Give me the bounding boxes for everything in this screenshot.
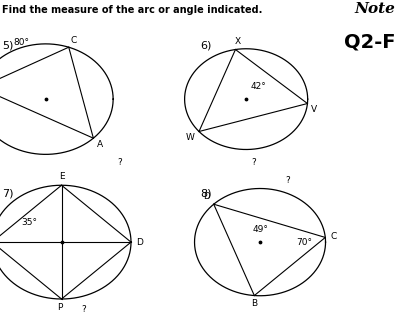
Text: 42°: 42° <box>250 82 266 91</box>
Text: B: B <box>251 299 257 308</box>
Text: 8): 8) <box>200 188 212 199</box>
Text: ?: ? <box>117 158 122 167</box>
Text: 49°: 49° <box>252 225 268 234</box>
Text: A: A <box>96 140 103 149</box>
Text: D: D <box>203 192 210 201</box>
Text: ?: ? <box>285 176 290 185</box>
Text: E: E <box>59 172 64 181</box>
Text: C: C <box>71 36 77 45</box>
Text: ?: ? <box>252 158 256 167</box>
Text: 35°: 35° <box>22 218 38 227</box>
Text: 6): 6) <box>200 41 212 51</box>
Text: P: P <box>57 303 62 312</box>
Text: V: V <box>311 105 318 114</box>
Text: X: X <box>234 37 241 46</box>
Text: Note: Note <box>354 2 395 16</box>
Text: C: C <box>330 232 336 241</box>
Text: Q2-F: Q2-F <box>343 32 395 51</box>
Text: 70°: 70° <box>296 238 312 247</box>
Text: 80°: 80° <box>14 38 30 47</box>
Text: Find the measure of the arc or angle indicated.: Find the measure of the arc or angle ind… <box>2 5 262 15</box>
Text: D: D <box>136 238 143 247</box>
Text: 5): 5) <box>2 41 13 51</box>
Text: 7): 7) <box>2 188 13 199</box>
Text: ?: ? <box>81 305 86 314</box>
Text: W: W <box>186 133 195 142</box>
